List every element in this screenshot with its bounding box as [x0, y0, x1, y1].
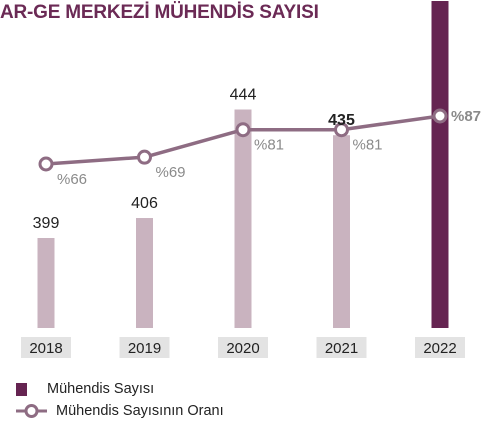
x-tick-box-2022 [415, 337, 465, 358]
bar-value-label-2020: 444 [230, 87, 257, 104]
rate-label-2022: %87 [451, 108, 481, 125]
x-tick-label-2020: 2020 [226, 340, 259, 357]
bar-2018 [37, 238, 55, 328]
line-layer [38, 108, 448, 172]
x-tick-label-2021: 2021 [325, 340, 358, 357]
x-tick-label-2022: 2022 [423, 340, 456, 357]
rate-point-2022 [432, 108, 448, 124]
legend-line-marker-icon [16, 404, 47, 418]
x-tick-box-2021 [316, 337, 367, 358]
rate-point-2020 [235, 122, 251, 138]
bar-2022 [431, 1, 449, 328]
bar-value-label-2019: 406 [131, 195, 158, 212]
legend-line: Mühendis Sayısının Oranı [16, 403, 224, 419]
bar-2020 [234, 109, 252, 328]
chart-title: AR-GE MERKEZİ MÜHENDİS SAYISI [0, 2, 319, 23]
rate-label-2018: %66 [57, 171, 87, 188]
rate-point-2021 [334, 122, 349, 138]
x-tick-box-2020 [218, 337, 268, 358]
x-axis-ticks: 2018 2019 2020 2021 2022 [21, 337, 465, 358]
rate-label-2019: %69 [156, 164, 186, 181]
bar-value-label-2021: 435 [328, 112, 355, 129]
rate-label-2021: %81 [353, 137, 383, 154]
rate-label-2020: %81 [254, 137, 284, 154]
x-tick-label-2019: 2019 [128, 340, 161, 357]
labels-layer: 399406444435482%66%69%81%81%87 [33, 87, 481, 232]
rate-point-2019 [137, 149, 152, 165]
legend-bars-label: Mühendis Sayısı [47, 381, 155, 397]
x-tick-label-2018: 2018 [29, 340, 62, 357]
legend-line-label: Mühendis Sayısının Oranı [56, 403, 224, 419]
x-tick-box-2019 [119, 337, 170, 358]
legend-bars: Mühendis Sayısı [16, 381, 154, 397]
bar-value-label-2018: 399 [33, 215, 60, 232]
legend-bar-swatch [16, 382, 27, 396]
bar-2021 [333, 135, 350, 328]
bar-2019 [136, 218, 153, 328]
x-tick-box-2018 [21, 337, 71, 358]
bars-layer [37, 1, 449, 328]
rate-point-2018 [38, 156, 54, 172]
chart-area: 399406444435482%66%69%81%81%87 201820192… [21, 1, 481, 358]
